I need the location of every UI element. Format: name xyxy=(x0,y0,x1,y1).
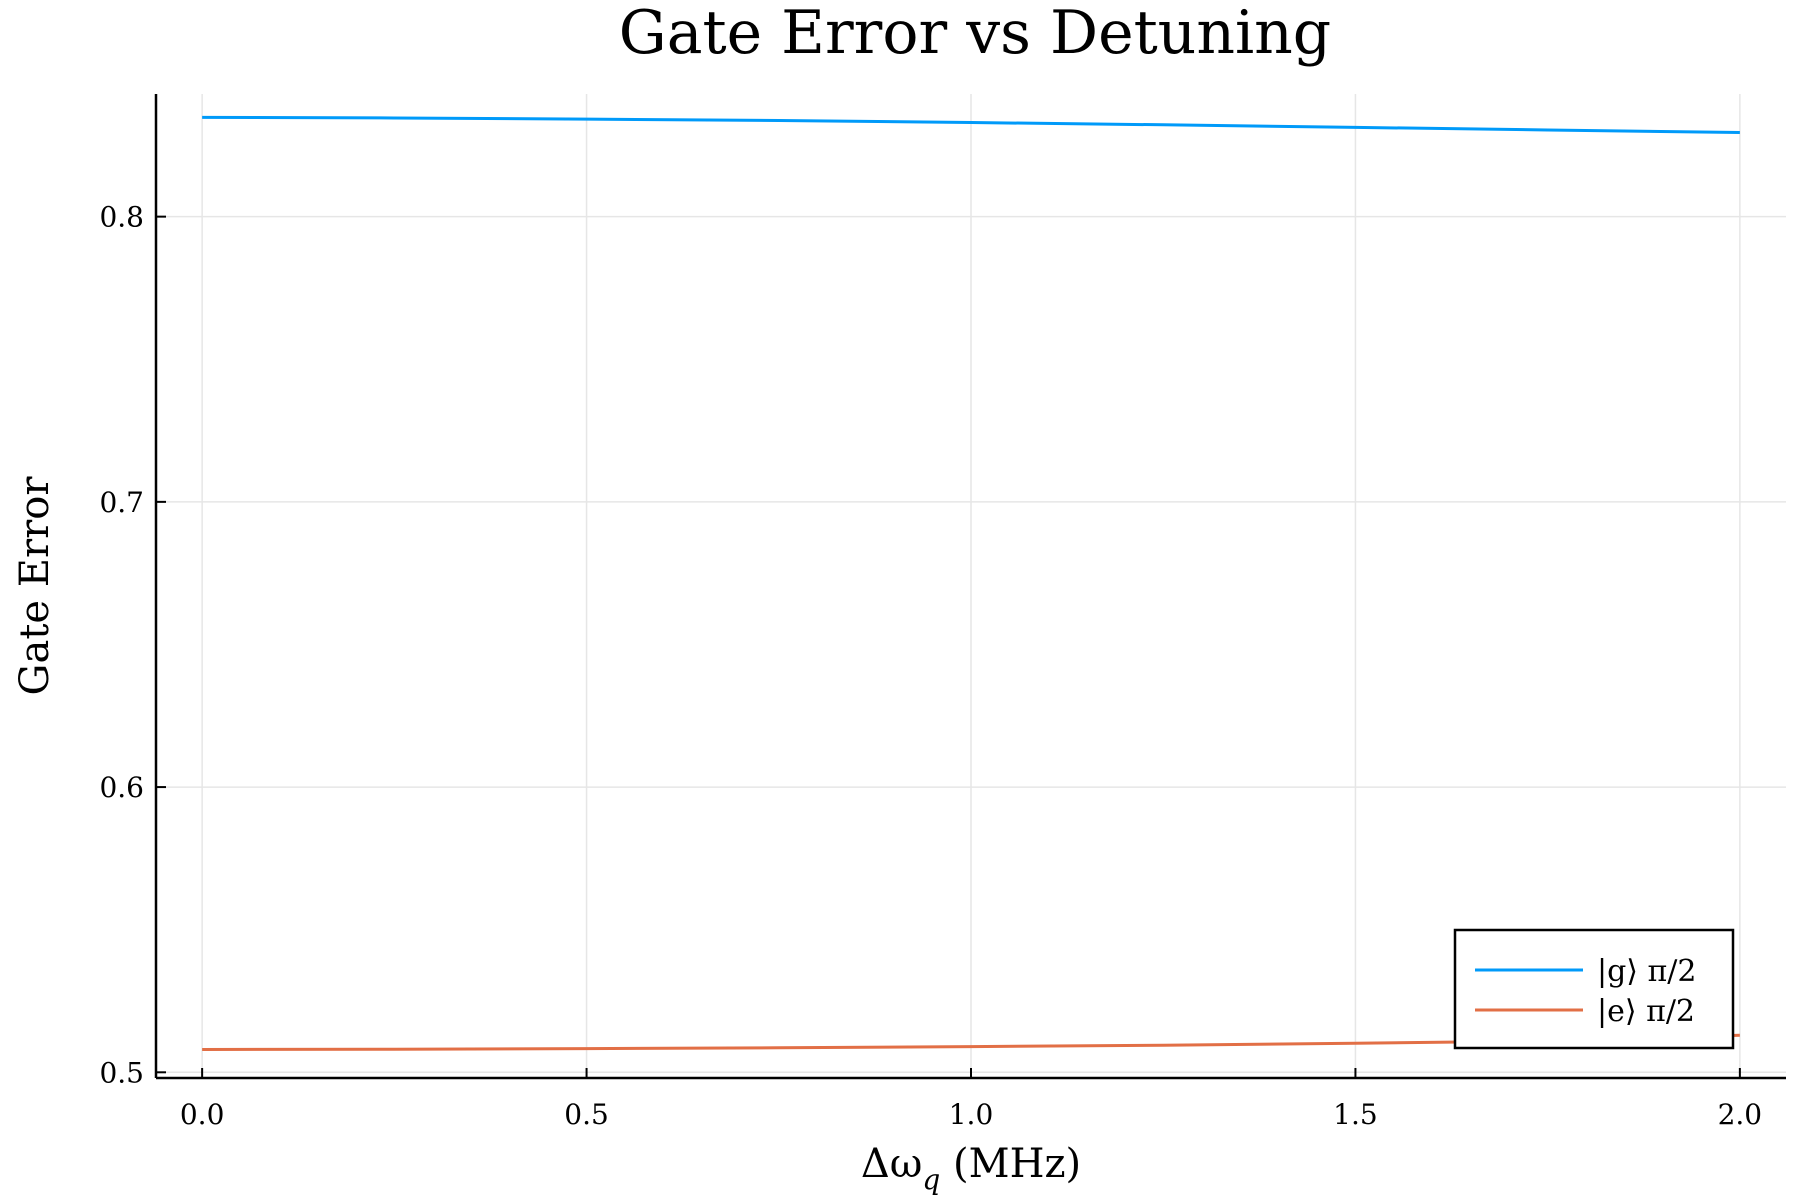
ticks: 0.0 0.5 1.0 1.5 2.0 0.5 0.6 0.7 0.8 xyxy=(99,201,1762,1131)
legend-label-e: |e⟩ π/2 xyxy=(1597,994,1695,1029)
y-axis-label: Gate Error xyxy=(12,476,58,696)
x-axis-label: Δωq (MHz) xyxy=(861,1141,1081,1196)
x-tick-label: 2.0 xyxy=(1718,1098,1763,1131)
y-tick-label: 0.5 xyxy=(99,1056,144,1089)
y-tick-label: 0.8 xyxy=(99,201,144,234)
legend: |g⟩ π/2 |e⟩ π/2 xyxy=(1453,928,1735,1050)
y-tick-label: 0.6 xyxy=(99,771,144,804)
x-tick-label: 1.5 xyxy=(1333,1098,1378,1131)
legend-label-g: |g⟩ π/2 xyxy=(1597,954,1696,989)
chart-title: Gate Error vs Detuning xyxy=(619,0,1331,68)
y-tick-label: 0.7 xyxy=(99,486,144,519)
x-tick-label: 0.0 xyxy=(180,1098,225,1131)
legend-box xyxy=(1453,928,1735,1050)
x-tick-label: 1.0 xyxy=(949,1098,994,1131)
series-line-g xyxy=(202,115,1740,134)
x-tick-label: 0.5 xyxy=(564,1098,609,1131)
